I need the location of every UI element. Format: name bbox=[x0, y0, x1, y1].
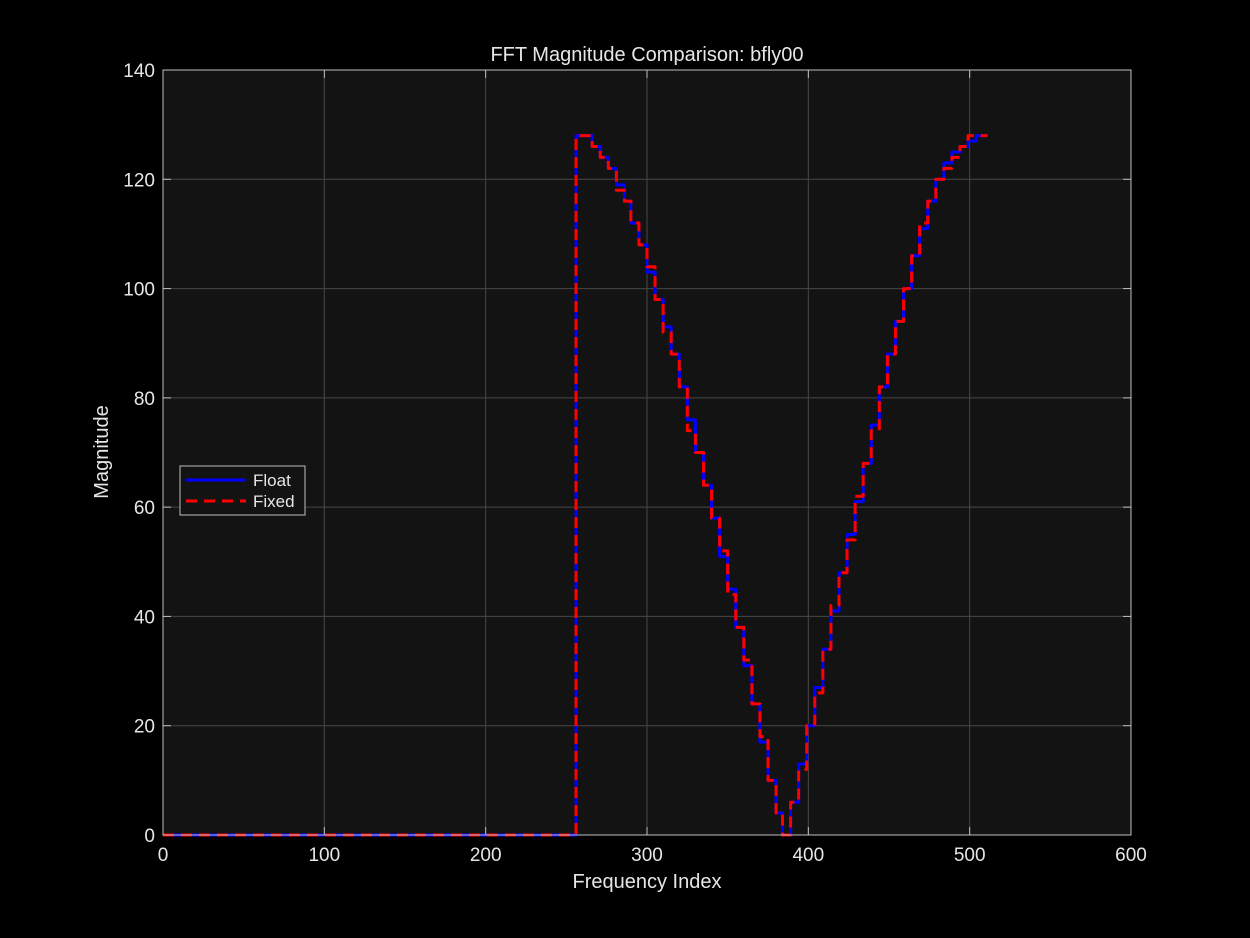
axis-ticks: 0 100 200 300 400 500 600 0 20 40 60 80 100 120 140 bbox=[123, 61, 1147, 866]
x-tick-label: 200 bbox=[470, 845, 502, 866]
legend: Float Fixed bbox=[179, 465, 306, 516]
x-tick-label: 500 bbox=[954, 845, 986, 866]
plot-area bbox=[163, 134, 988, 837]
legend-box bbox=[179, 465, 306, 516]
x-tick-label: 0 bbox=[158, 845, 169, 866]
x-axis-label: Frequency Index bbox=[573, 871, 722, 893]
x-tick-label: 400 bbox=[792, 845, 824, 866]
x-tick-label: 100 bbox=[308, 845, 340, 866]
y-tick-label: 60 bbox=[134, 498, 155, 519]
y-tick-label: 120 bbox=[123, 170, 155, 191]
legend-label-fixed: Fixed bbox=[253, 492, 295, 511]
y-tick-label: 20 bbox=[134, 717, 155, 738]
series-line-fixed bbox=[163, 134, 988, 837]
y-tick-label: 140 bbox=[123, 61, 155, 82]
grid bbox=[163, 70, 1131, 835]
y-tick-label: 80 bbox=[134, 389, 155, 410]
x-tick-label: 600 bbox=[1115, 845, 1147, 866]
y-axis-label: Magnitude bbox=[91, 405, 113, 498]
chart-title: FFT Magnitude Comparison: bfly00 bbox=[490, 44, 803, 66]
y-tick-label: 40 bbox=[134, 607, 155, 628]
legend-label-float: Float bbox=[253, 471, 291, 490]
x-tick-label: 300 bbox=[631, 845, 663, 866]
y-tick-label: 0 bbox=[144, 826, 155, 847]
y-tick-label: 100 bbox=[123, 280, 155, 301]
